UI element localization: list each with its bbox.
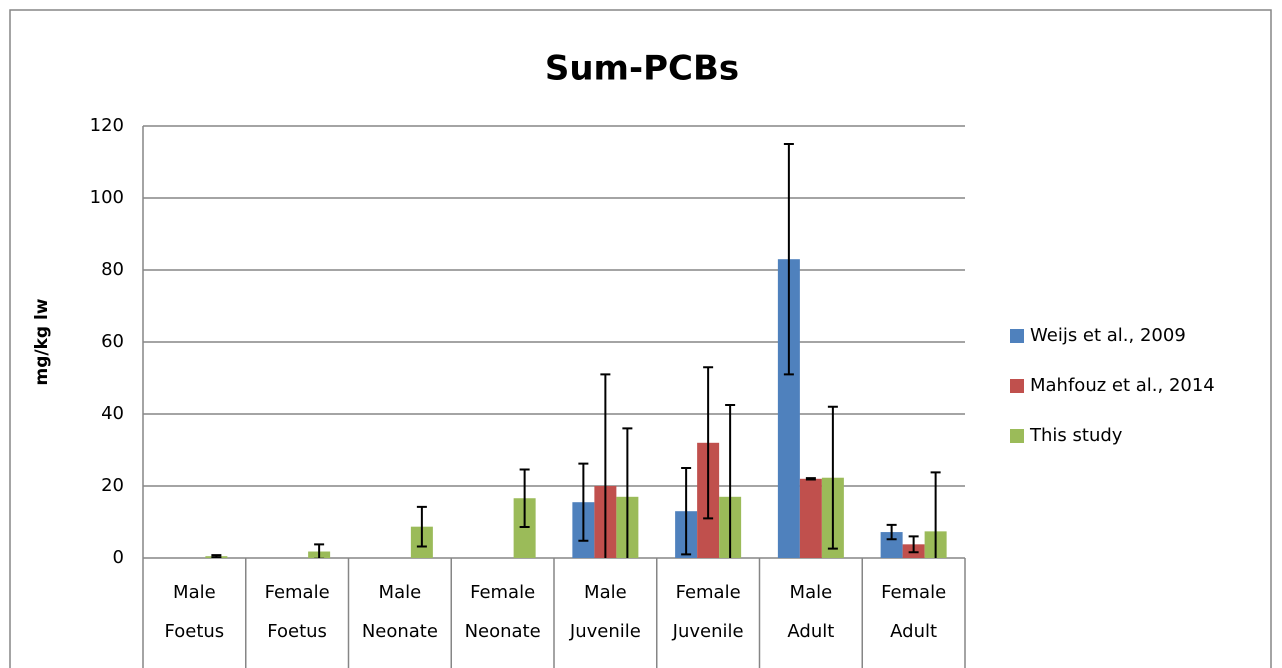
x-tick-label: Neonate <box>362 621 438 642</box>
y-axis-label: mg/kg lw <box>32 298 52 385</box>
error-bar <box>725 404 736 558</box>
x-tick-label: Foetus <box>267 621 327 642</box>
x-tick-label: Neonate <box>465 621 541 642</box>
legend-label: This study <box>1029 425 1123 446</box>
error-bar <box>681 467 692 556</box>
error-bar <box>314 543 325 558</box>
legend-swatch <box>1010 379 1024 393</box>
error-bar <box>622 427 633 558</box>
error-bar <box>578 462 589 542</box>
x-tick-label: Female <box>470 582 535 603</box>
x-tick-label: Female <box>676 582 741 603</box>
bar <box>880 532 903 558</box>
y-tick-label: 0 <box>113 547 124 568</box>
error-bar <box>783 143 794 376</box>
x-tick-label: Female <box>265 582 330 603</box>
error-bar <box>908 535 919 554</box>
error-bar <box>416 505 427 548</box>
x-tick-label: Female <box>881 582 946 603</box>
error-bar <box>703 366 714 520</box>
error-bar <box>805 477 816 481</box>
bar <box>799 478 822 558</box>
error-bar <box>886 523 897 541</box>
legend-label: Mahfouz et al., 2014 <box>1030 375 1215 396</box>
error-bar <box>211 554 222 558</box>
plot-area <box>205 143 947 558</box>
x-tick-label: Foetus <box>165 621 225 642</box>
chart-title: Sum-PCBs <box>545 49 739 89</box>
y-tick-label: 20 <box>101 475 124 496</box>
y-tick-label: 60 <box>101 331 124 352</box>
x-tick-label: Juvenile <box>569 621 641 642</box>
y-tick-label: 100 <box>90 187 124 208</box>
error-bar <box>930 471 941 558</box>
bar <box>777 259 800 558</box>
x-tick-label: Adult <box>890 621 937 642</box>
x-tick-label: Adult <box>787 621 834 642</box>
legend-swatch <box>1010 429 1024 443</box>
legend-label: Weijs et al., 2009 <box>1030 325 1186 346</box>
error-bar <box>827 405 838 550</box>
error-bar <box>519 468 530 529</box>
y-tick-label: 80 <box>101 259 124 280</box>
x-tick-label: Male <box>379 582 422 603</box>
error-bar <box>600 373 611 558</box>
x-tick-label: Male <box>584 582 627 603</box>
x-tick-label: Juvenile <box>672 621 744 642</box>
x-tick-label: Male <box>790 582 833 603</box>
y-tick-label: 120 <box>90 115 124 136</box>
x-tick-label: Male <box>173 582 216 603</box>
legend-swatch <box>1010 329 1024 343</box>
bar <box>513 498 536 558</box>
y-tick-label: 40 <box>101 403 124 424</box>
